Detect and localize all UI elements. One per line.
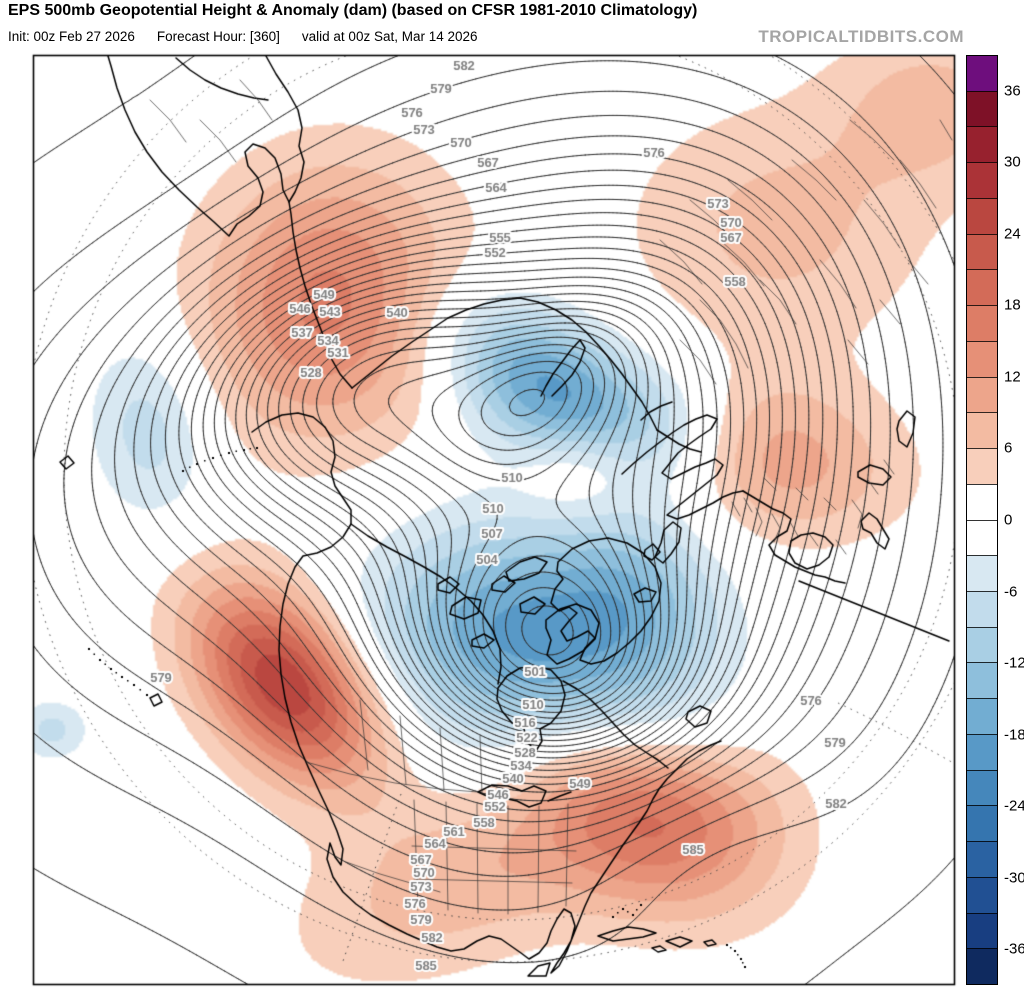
- colorbar-tick: -6: [1004, 583, 1018, 601]
- colorbar-tick: 12: [1004, 368, 1021, 386]
- site-watermark: TROPICALTIDBITS.COM: [758, 27, 964, 46]
- colorbar-segment: [967, 519, 997, 556]
- colorbar-segment: [967, 591, 997, 627]
- colorbar-segment: [967, 90, 997, 127]
- colorbar-segment: [967, 769, 997, 806]
- valid-time: valid at 00z Sat, Mar 14 2026: [301, 29, 478, 44]
- colorbar-segment: [967, 948, 997, 985]
- colorbar-tick: 24: [1004, 225, 1021, 243]
- init-time: Init: 00z Feb 27 2026: [8, 29, 135, 44]
- colorbar-segment: [967, 662, 997, 699]
- colorbar-tick: 18: [1004, 296, 1021, 314]
- colorbar-tick: -30: [1004, 869, 1024, 887]
- colorbar-segment: [967, 233, 997, 270]
- colorbar-tick: -36: [1004, 940, 1024, 958]
- colorbar-segment: [967, 162, 997, 198]
- colorbar-segment: [967, 56, 997, 91]
- colorbar-segment: [967, 805, 997, 842]
- colorbar-segment: [967, 376, 997, 413]
- colorbar-segment: [967, 876, 997, 913]
- colorbar-segment: [967, 555, 997, 592]
- colorbar-tick: -24: [1004, 797, 1024, 815]
- colorbar-segment: [967, 626, 997, 663]
- colorbar-segment: [967, 126, 997, 163]
- colorbar-tick: 30: [1004, 153, 1021, 171]
- colorbar-segment: [967, 340, 997, 377]
- colorbar-segment: [967, 305, 997, 341]
- colorbar-segment: [967, 412, 997, 449]
- colorbar-segment: [967, 841, 997, 877]
- colorbar-segment: [967, 698, 997, 734]
- colorbar-tick: 0: [1004, 511, 1013, 529]
- colorbar-segment: [967, 733, 997, 770]
- colorbar-segment: [967, 483, 997, 520]
- forecast-meta: Init: 00z Feb 27 2026 Forecast Hour: [360…: [8, 29, 500, 44]
- colorbar-tick: -18: [1004, 726, 1024, 744]
- colorbar-tick: 6: [1004, 439, 1013, 457]
- forecast-hour: Forecast Hour: [360]: [156, 29, 280, 44]
- colorbar-segment: [967, 448, 997, 484]
- colorbar-tick: -12: [1004, 654, 1024, 672]
- page-title: EPS 500mb Geopotential Height & Anomaly …: [8, 2, 698, 19]
- anomaly-colorbar: [966, 55, 998, 985]
- colorbar-segment: [967, 912, 997, 949]
- colorbar-segment: [967, 197, 997, 234]
- colorbar-tick: 36: [1004, 82, 1021, 100]
- colorbar-segment: [967, 269, 997, 306]
